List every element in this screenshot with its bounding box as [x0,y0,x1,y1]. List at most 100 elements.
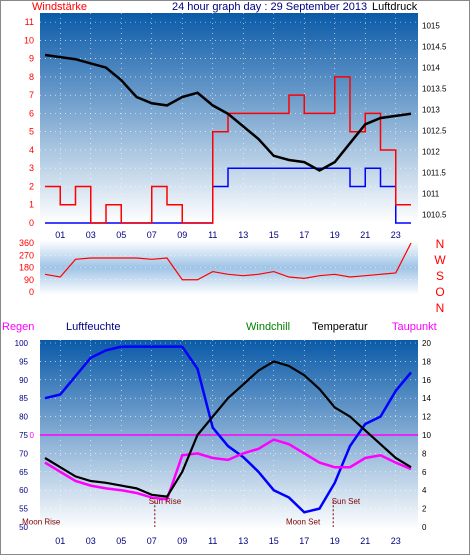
direction-tick-label: 180 [19,263,34,273]
wind-tick-label: 11 [25,17,34,27]
hour-tick-label: 21 [360,536,370,546]
temperature-tick-label: 2 [422,505,427,514]
temperature-tick-label: 18 [422,357,431,366]
temp-humidity-ticks: 50 55 60 65 70 75 80 85 90 95 100 0 2 4 6 8 10 12 14 16 18 20… [15,339,432,546]
pressure-tick-label: 1013.5 [422,85,447,94]
pressure-tick-label: 1012 [422,148,440,157]
hour-tick-label: 13 [238,536,248,546]
wind-tick-label: 3 [29,163,34,173]
hour-tick-label: 11 [208,230,217,240]
hour-tick-label: 01 [55,536,65,546]
wind-tick-label: 8 [29,72,34,82]
hour-tick-label: 15 [269,230,279,240]
humidity-tick-label: 95 [19,357,28,366]
humidity-tick-label: 75 [19,431,28,440]
hour-tick-label: 07 [147,536,157,546]
hour-tick-label: 23 [391,536,401,546]
sun-moon-annotation: Sun Rise [149,497,182,506]
legend-regen: Regen [2,321,34,333]
humidity-tick-label: 80 [19,413,28,422]
temperature-tick-label: 6 [422,468,427,477]
temperature-tick-label: 4 [422,486,427,495]
temperature-tick-label: 14 [422,394,431,403]
legend-temperatur: Temperatur [312,321,368,333]
hour-tick-label: 19 [330,536,340,546]
legend-luftfeuchte: Luftfeuchte [66,321,120,333]
wind-direction-plot-area [40,240,418,295]
humidity-tick-label: 85 [19,394,28,403]
wind-pressure-ticks: 012345678910111010.510111011.510121012.5… [24,17,447,240]
hour-tick-label: 15 [269,536,279,546]
humidity-tick-label: 70 [19,449,28,458]
pressure-tick-label: 1012.5 [422,127,447,136]
hour-tick-label: 09 [177,536,187,546]
hour-tick-label: 03 [86,536,96,546]
hour-tick-label: 23 [391,230,401,240]
temperature-tick-label: 16 [422,376,431,385]
hour-tick-label: 07 [147,230,157,240]
hour-tick-label: 17 [299,230,309,240]
humidity-tick-label: 60 [19,486,28,495]
hour-tick-label: 05 [116,230,126,240]
temperature-tick-label: 0 [422,523,427,532]
compass-tick-label: S [436,269,444,283]
wind-tick-label: 2 [29,181,34,191]
compass-tick-label: O [435,285,444,299]
humidity-tick-label: 90 [19,376,28,385]
compass-tick-label: N [436,301,445,315]
humidity-tick-label: 55 [19,505,28,514]
hour-tick-label: 09 [177,230,187,240]
wind-tick-label: 5 [29,127,34,137]
temperature-tick-label: 10 [422,431,431,440]
temperature-tick-label: 20 [422,339,431,348]
temperature-tick-label: 8 [422,449,427,458]
sun-moon-annotation: Moon Rise [22,517,61,526]
temperature-line [44,360,412,498]
hour-tick-label: 03 [86,230,96,240]
hour-tick-label: 01 [55,230,65,240]
wind-direction-line [44,242,412,281]
hour-tick-label: 19 [330,230,340,240]
wind-tick-label: 1 [29,200,34,210]
graph-title: 24 hour graph day : 29 September 2013 [172,1,367,13]
pressure-tick-label: 1013 [422,106,440,115]
hour-tick-label: 21 [360,230,370,240]
direction-tick-label: 360 [19,238,34,248]
wind-direction-series [44,242,412,281]
pressure-tick-label: 1011 [422,190,440,199]
legend-taupunkt: Taupunkt [392,321,437,333]
humidity-tick-label: 50 [19,523,28,532]
rain-zero-label: 0 [30,431,35,440]
legend-windchill: Windchill [246,321,290,333]
pressure-tick-label: 1014 [422,64,440,73]
humidity-tick-label: 100 [15,339,29,348]
wind-tick-label: 10 [24,35,34,45]
hour-tick-label: 13 [238,230,248,240]
humidity-line [44,345,412,514]
wind-tick-label: 9 [29,54,34,64]
direction-tick-label: 270 [19,250,34,260]
wind-pressure-series [44,53,412,224]
dewpoint-line [44,438,412,501]
wind-title: Windstärke [32,1,87,13]
wind-pressure-plot-area [40,13,418,223]
pressure-tick-label: 1010.5 [422,211,447,220]
pressure-tick-label: 1014.5 [422,43,447,52]
wind-tick-label: 6 [29,108,34,118]
wind-tick-label: 4 [29,145,34,155]
compass-tick-label: N [436,237,445,251]
humidity-tick-label: 65 [19,468,28,477]
hour-tick-label: 05 [116,536,126,546]
wind-tick-label: 7 [29,90,34,100]
direction-tick-label: 0 [29,287,34,297]
temperature-tick-label: 12 [422,413,431,422]
pressure-title: Luftdruck [372,1,418,13]
pressure-tick-label: 1011.5 [422,169,446,178]
pressure-line [44,53,412,172]
wind-direction-grid [40,242,418,293]
sun-moon-annotation: Moon Set [286,517,321,526]
wind-speed-line [45,76,411,224]
direction-tick-label: 90 [24,275,34,285]
